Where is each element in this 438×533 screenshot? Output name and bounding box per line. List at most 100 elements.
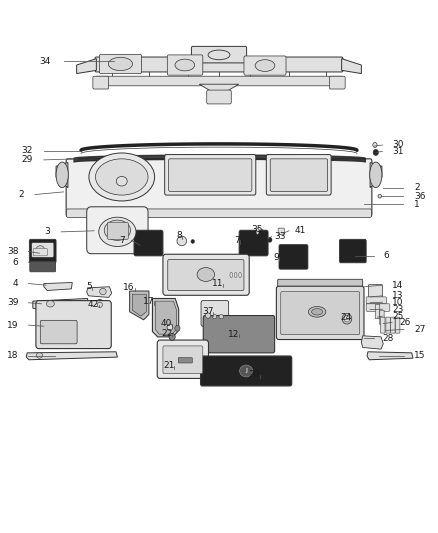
Ellipse shape [95,159,148,195]
Ellipse shape [370,162,382,188]
FancyBboxPatch shape [178,358,192,363]
Ellipse shape [219,314,223,319]
Text: 3: 3 [45,228,50,236]
Polygon shape [361,336,383,349]
Text: 40: 40 [161,319,172,328]
Text: 17: 17 [143,297,154,305]
FancyBboxPatch shape [396,317,400,333]
Ellipse shape [167,324,173,330]
FancyBboxPatch shape [244,56,286,75]
Ellipse shape [230,272,233,278]
Ellipse shape [108,57,132,70]
Ellipse shape [46,301,54,307]
Text: 19: 19 [7,321,18,329]
FancyBboxPatch shape [191,46,247,63]
Text: 1: 1 [414,200,420,208]
Text: 30: 30 [392,141,403,149]
Text: 34: 34 [39,57,50,66]
Text: 16: 16 [124,284,135,292]
FancyBboxPatch shape [368,285,382,297]
FancyBboxPatch shape [93,76,109,89]
Ellipse shape [342,313,352,324]
Text: 29: 29 [21,156,33,164]
Ellipse shape [175,59,194,71]
Ellipse shape [99,288,106,295]
Text: 22: 22 [161,329,172,338]
Text: 32: 32 [21,147,33,155]
Text: 26: 26 [399,318,411,327]
FancyBboxPatch shape [203,316,275,353]
Ellipse shape [205,313,211,318]
Text: 35: 35 [251,225,263,233]
FancyBboxPatch shape [266,155,331,195]
Ellipse shape [373,150,378,156]
Polygon shape [26,352,117,360]
FancyBboxPatch shape [99,54,141,74]
Text: 23: 23 [392,305,403,313]
FancyBboxPatch shape [339,239,366,263]
FancyBboxPatch shape [270,159,328,191]
Polygon shape [77,59,96,74]
Ellipse shape [89,153,155,201]
Polygon shape [132,294,146,316]
FancyBboxPatch shape [375,304,380,319]
Ellipse shape [97,302,102,308]
FancyBboxPatch shape [29,239,56,263]
FancyBboxPatch shape [95,57,343,72]
Ellipse shape [311,309,322,315]
Polygon shape [56,163,68,188]
Text: 42: 42 [87,301,99,309]
Ellipse shape [378,195,381,198]
Ellipse shape [256,228,259,235]
FancyBboxPatch shape [33,248,47,256]
Ellipse shape [36,353,42,358]
Ellipse shape [208,50,230,60]
FancyBboxPatch shape [87,207,148,254]
FancyBboxPatch shape [391,317,395,333]
Text: 28: 28 [382,334,394,343]
Polygon shape [44,282,72,290]
Ellipse shape [117,176,127,186]
FancyBboxPatch shape [66,159,372,216]
Text: 25: 25 [392,312,403,320]
FancyBboxPatch shape [157,340,208,378]
FancyBboxPatch shape [67,209,371,217]
Text: 5: 5 [86,282,92,291]
FancyBboxPatch shape [169,159,252,191]
Text: 39: 39 [7,298,18,307]
FancyBboxPatch shape [278,228,284,235]
Ellipse shape [239,272,241,278]
Ellipse shape [234,272,237,278]
Ellipse shape [240,365,253,377]
Ellipse shape [373,142,377,147]
Text: 36: 36 [414,192,425,200]
FancyBboxPatch shape [167,55,203,75]
Ellipse shape [99,217,136,247]
Text: 9: 9 [274,253,279,262]
Ellipse shape [255,60,275,71]
FancyBboxPatch shape [32,243,54,257]
Ellipse shape [95,300,105,310]
Text: 7: 7 [119,236,125,245]
Polygon shape [87,287,112,297]
FancyBboxPatch shape [386,317,390,333]
Ellipse shape [36,246,45,254]
FancyBboxPatch shape [201,356,292,386]
Ellipse shape [104,220,131,240]
Polygon shape [155,301,177,334]
Ellipse shape [197,268,215,281]
Polygon shape [33,298,88,310]
Polygon shape [130,291,149,320]
FancyBboxPatch shape [381,317,385,333]
Text: 6: 6 [383,252,389,260]
Polygon shape [367,352,413,360]
Ellipse shape [191,239,194,243]
FancyBboxPatch shape [201,301,229,326]
Polygon shape [370,163,382,188]
Text: 21: 21 [163,361,174,370]
Polygon shape [199,84,239,96]
Text: 37: 37 [202,308,213,316]
FancyBboxPatch shape [380,310,384,325]
FancyBboxPatch shape [40,320,77,344]
FancyBboxPatch shape [95,76,343,86]
